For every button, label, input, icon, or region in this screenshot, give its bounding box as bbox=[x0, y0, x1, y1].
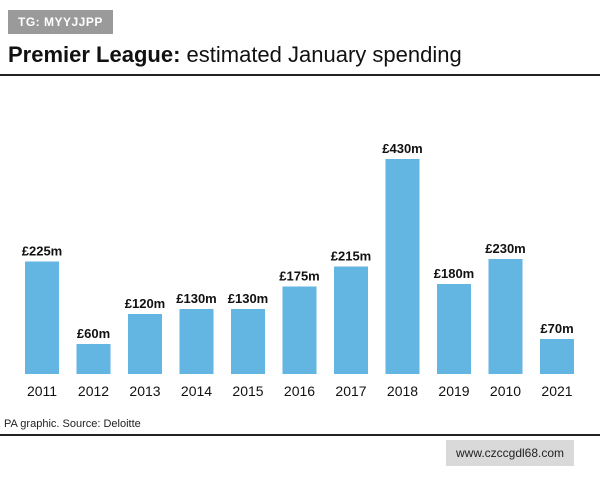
bar-2014 bbox=[179, 309, 214, 374]
bar-value-label: £120m bbox=[125, 296, 165, 311]
bar-chart: £225m 2011 £60m 2012 £120m 2013 £130m 2014 £130m… bbox=[22, 141, 574, 399]
watermark-bottom: www.czccgdl68.com bbox=[446, 440, 575, 466]
x-tick-label: 2012 bbox=[78, 383, 109, 399]
bar-value-label: £60m bbox=[77, 326, 110, 341]
chart-title-rest: estimated January spending bbox=[180, 42, 462, 67]
x-tick-label: 2019 bbox=[438, 383, 469, 399]
watermark-top: TG: MYYJJPP bbox=[8, 10, 113, 34]
x-tick-label: 2017 bbox=[335, 383, 366, 399]
bar-value-label: £430m bbox=[382, 141, 422, 156]
bar-2013 bbox=[128, 314, 162, 374]
x-tick-label: 2015 bbox=[232, 383, 263, 399]
bar-value-label: £70m bbox=[540, 321, 573, 336]
source-note: PA graphic. Source: Deloitte bbox=[4, 418, 141, 430]
bar-value-label: £225m bbox=[22, 244, 62, 259]
bar-2019 bbox=[437, 284, 471, 374]
bar-2015 bbox=[231, 309, 265, 374]
x-tick-label: 2010 bbox=[490, 383, 521, 399]
bar-2011 bbox=[25, 261, 59, 374]
top-divider bbox=[0, 74, 600, 76]
bar-value-label: £130m bbox=[176, 291, 216, 306]
x-tick-label: 2018 bbox=[387, 383, 418, 399]
bar-2012 bbox=[76, 344, 111, 374]
bar-value-label: £215m bbox=[331, 249, 371, 264]
bar-2016 bbox=[282, 286, 317, 374]
bar-2010 bbox=[488, 259, 523, 374]
x-tick-label: 2021 bbox=[541, 383, 572, 399]
bar-value-label: £230m bbox=[485, 241, 525, 256]
bar-value-label: £175m bbox=[279, 269, 319, 284]
chart-title: Premier League: estimated January spendi… bbox=[8, 42, 462, 68]
x-tick-label: 2011 bbox=[27, 383, 57, 399]
bar-2021 bbox=[540, 339, 574, 374]
bar-2018 bbox=[385, 159, 420, 374]
x-tick-label: 2013 bbox=[129, 383, 160, 399]
bar-2017 bbox=[334, 266, 368, 374]
bar-value-label: £130m bbox=[228, 291, 268, 306]
chart-title-bold: Premier League: bbox=[8, 42, 181, 67]
x-tick-label: 2016 bbox=[284, 383, 315, 399]
bottom-divider bbox=[0, 434, 600, 436]
bar-value-label: £180m bbox=[434, 266, 474, 281]
x-tick-label: 2014 bbox=[181, 383, 212, 399]
